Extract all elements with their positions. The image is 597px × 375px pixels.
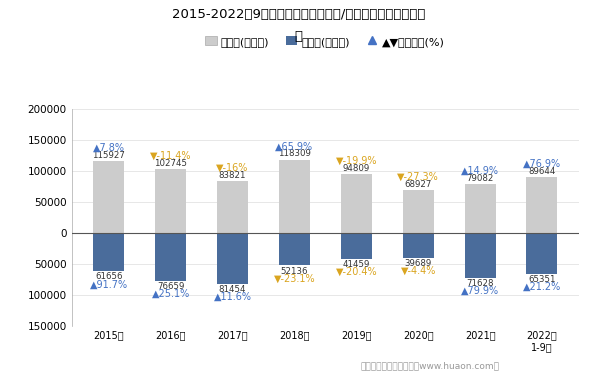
Text: 83821: 83821: [219, 171, 247, 180]
Text: ▼-19.9%: ▼-19.9%: [336, 156, 377, 166]
Text: 118309: 118309: [278, 149, 311, 158]
Text: 2015-2022年9月兰州市（境内目的地/货源地）进、出口额统: 2015-2022年9月兰州市（境内目的地/货源地）进、出口额统: [172, 8, 425, 21]
Text: ▼-11.4%: ▼-11.4%: [150, 151, 192, 161]
Bar: [341, 233, 372, 259]
Text: ▲7.8%: ▲7.8%: [93, 143, 125, 153]
Text: ▼-27.3%: ▼-27.3%: [398, 172, 439, 182]
Legend: 出口额(万美元), 进口额(万美元), ▲▼同比增长(%): 出口额(万美元), 进口额(万美元), ▲▼同比增长(%): [201, 32, 450, 51]
Text: 89644: 89644: [528, 167, 556, 176]
Bar: [464, 184, 496, 233]
Bar: [279, 159, 310, 233]
Bar: [403, 233, 433, 258]
Text: 65351: 65351: [528, 275, 556, 284]
Text: 41459: 41459: [343, 260, 370, 269]
Bar: [155, 233, 186, 280]
Text: 计: 计: [294, 30, 303, 43]
Bar: [527, 177, 558, 233]
Text: 76659: 76659: [157, 282, 184, 291]
Text: ▲25.1%: ▲25.1%: [152, 289, 190, 299]
Text: ▲79.9%: ▲79.9%: [461, 286, 499, 296]
Text: ▼-20.4%: ▼-20.4%: [336, 267, 377, 277]
Text: 115927: 115927: [93, 151, 125, 160]
Text: ▼-23.1%: ▼-23.1%: [273, 274, 315, 284]
Text: 79082: 79082: [466, 174, 494, 183]
Bar: [155, 169, 186, 233]
Text: ▼-4.4%: ▼-4.4%: [401, 266, 436, 276]
Text: 52136: 52136: [281, 267, 308, 276]
Text: 71628: 71628: [466, 279, 494, 288]
Text: ▲14.9%: ▲14.9%: [461, 166, 499, 176]
Text: ▲65.9%: ▲65.9%: [275, 141, 313, 152]
Text: 102745: 102745: [154, 159, 187, 168]
Text: 94809: 94809: [343, 164, 370, 173]
Bar: [527, 233, 558, 274]
Text: 61656: 61656: [95, 273, 122, 282]
Text: 68927: 68927: [405, 180, 432, 189]
Bar: [217, 181, 248, 233]
Bar: [93, 161, 124, 233]
Text: 制图：华经产业研究院（www.huaon.com）: 制图：华经产业研究院（www.huaon.com）: [361, 362, 499, 370]
Bar: [464, 233, 496, 278]
Bar: [403, 190, 433, 233]
Text: ▲11.6%: ▲11.6%: [214, 292, 251, 302]
Bar: [279, 233, 310, 266]
Bar: [93, 233, 124, 272]
Text: ▲91.7%: ▲91.7%: [90, 280, 128, 290]
Text: ▲76.9%: ▲76.9%: [523, 159, 561, 169]
Bar: [341, 174, 372, 233]
Text: ▲21.2%: ▲21.2%: [523, 282, 561, 292]
Bar: [217, 233, 248, 284]
Text: 81454: 81454: [219, 285, 247, 294]
Text: 39689: 39689: [405, 259, 432, 268]
Text: ▼-16%: ▼-16%: [216, 163, 249, 173]
